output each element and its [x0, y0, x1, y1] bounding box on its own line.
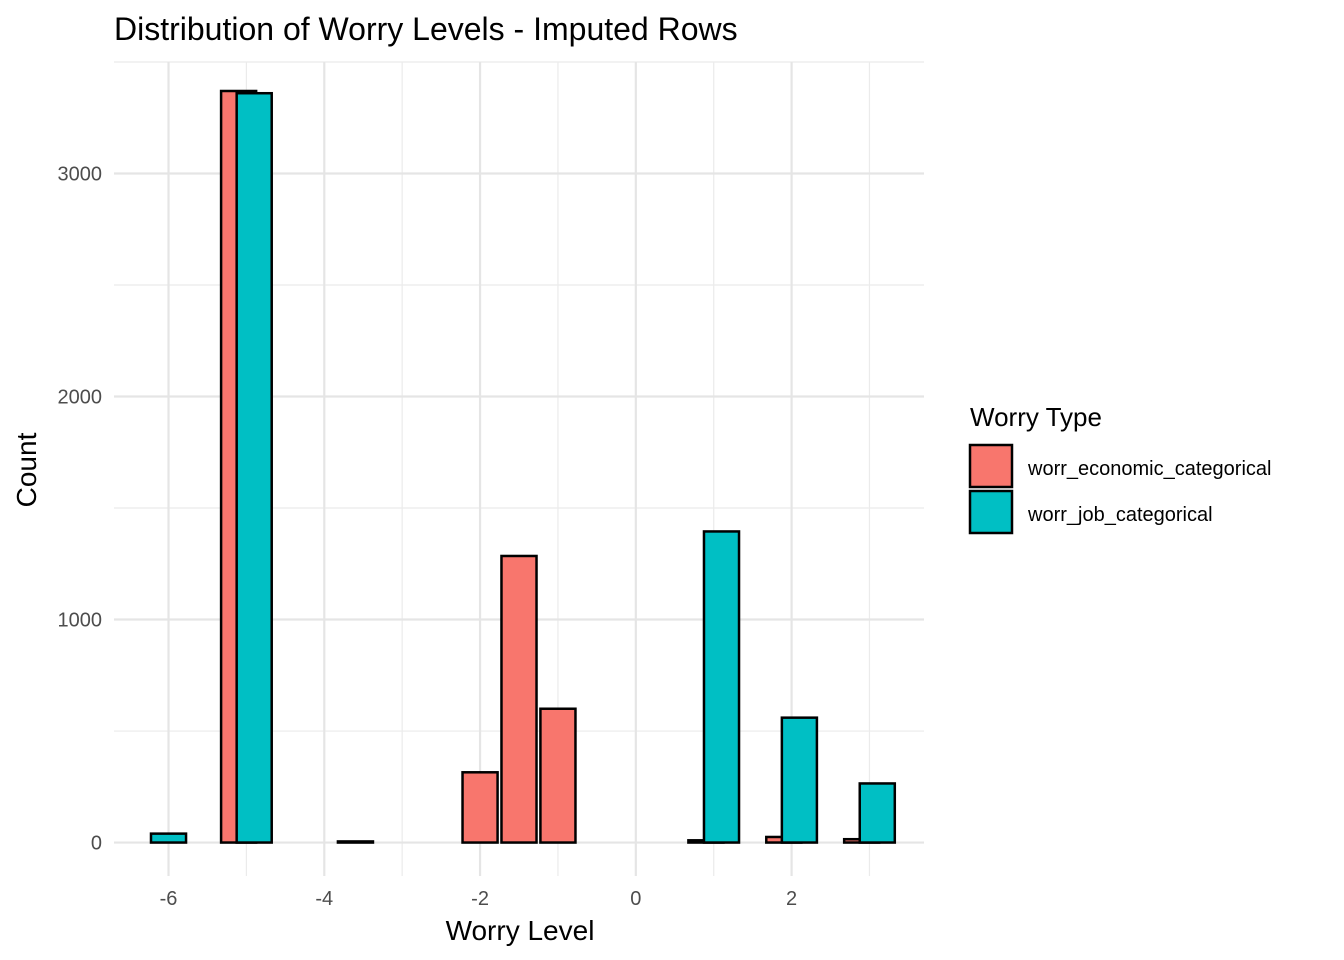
- y-axis-ticks: 0 1000 2000 3000: [58, 164, 103, 855]
- legend-title: Worry Type: [970, 402, 1102, 432]
- legend-label-economic: worr_economic_categorical: [1027, 458, 1271, 480]
- legend-key-economic: [968, 443, 1014, 489]
- y-tick-label: 3000: [58, 164, 103, 186]
- bar-economic: [336, 840, 375, 844]
- chart-title: Distribution of Worry Levels - Imputed R…: [114, 11, 738, 47]
- legend-key-job: [968, 489, 1014, 535]
- x-axis-ticks: -6 -4 -2 0 2: [160, 888, 798, 910]
- x-tick-label: -4: [315, 888, 333, 910]
- bars: [149, 89, 897, 844]
- y-tick-label: 0: [91, 833, 102, 855]
- bar-economic: [539, 707, 577, 844]
- bar-job: [702, 530, 741, 844]
- bar-economic: [500, 554, 538, 844]
- legend-label-job: worr_job_categorical: [1027, 504, 1213, 526]
- x-tick-label: 0: [630, 888, 641, 910]
- bar-job: [149, 832, 188, 844]
- bar-economic: [461, 771, 499, 844]
- x-axis-title: Worry Level: [446, 915, 595, 946]
- x-tick-label: -2: [471, 888, 489, 910]
- y-axis-title: Count: [11, 432, 42, 507]
- x-tick-label: 2: [786, 888, 797, 910]
- bar-job: [235, 91, 273, 844]
- bar-job: [780, 716, 819, 844]
- legend: Worry Type worr_economic_categorical wor…: [968, 402, 1271, 535]
- y-tick-label: 1000: [58, 610, 103, 632]
- y-tick-label: 2000: [58, 387, 103, 409]
- bar-job: [858, 782, 897, 844]
- x-tick-label: -6: [160, 888, 178, 910]
